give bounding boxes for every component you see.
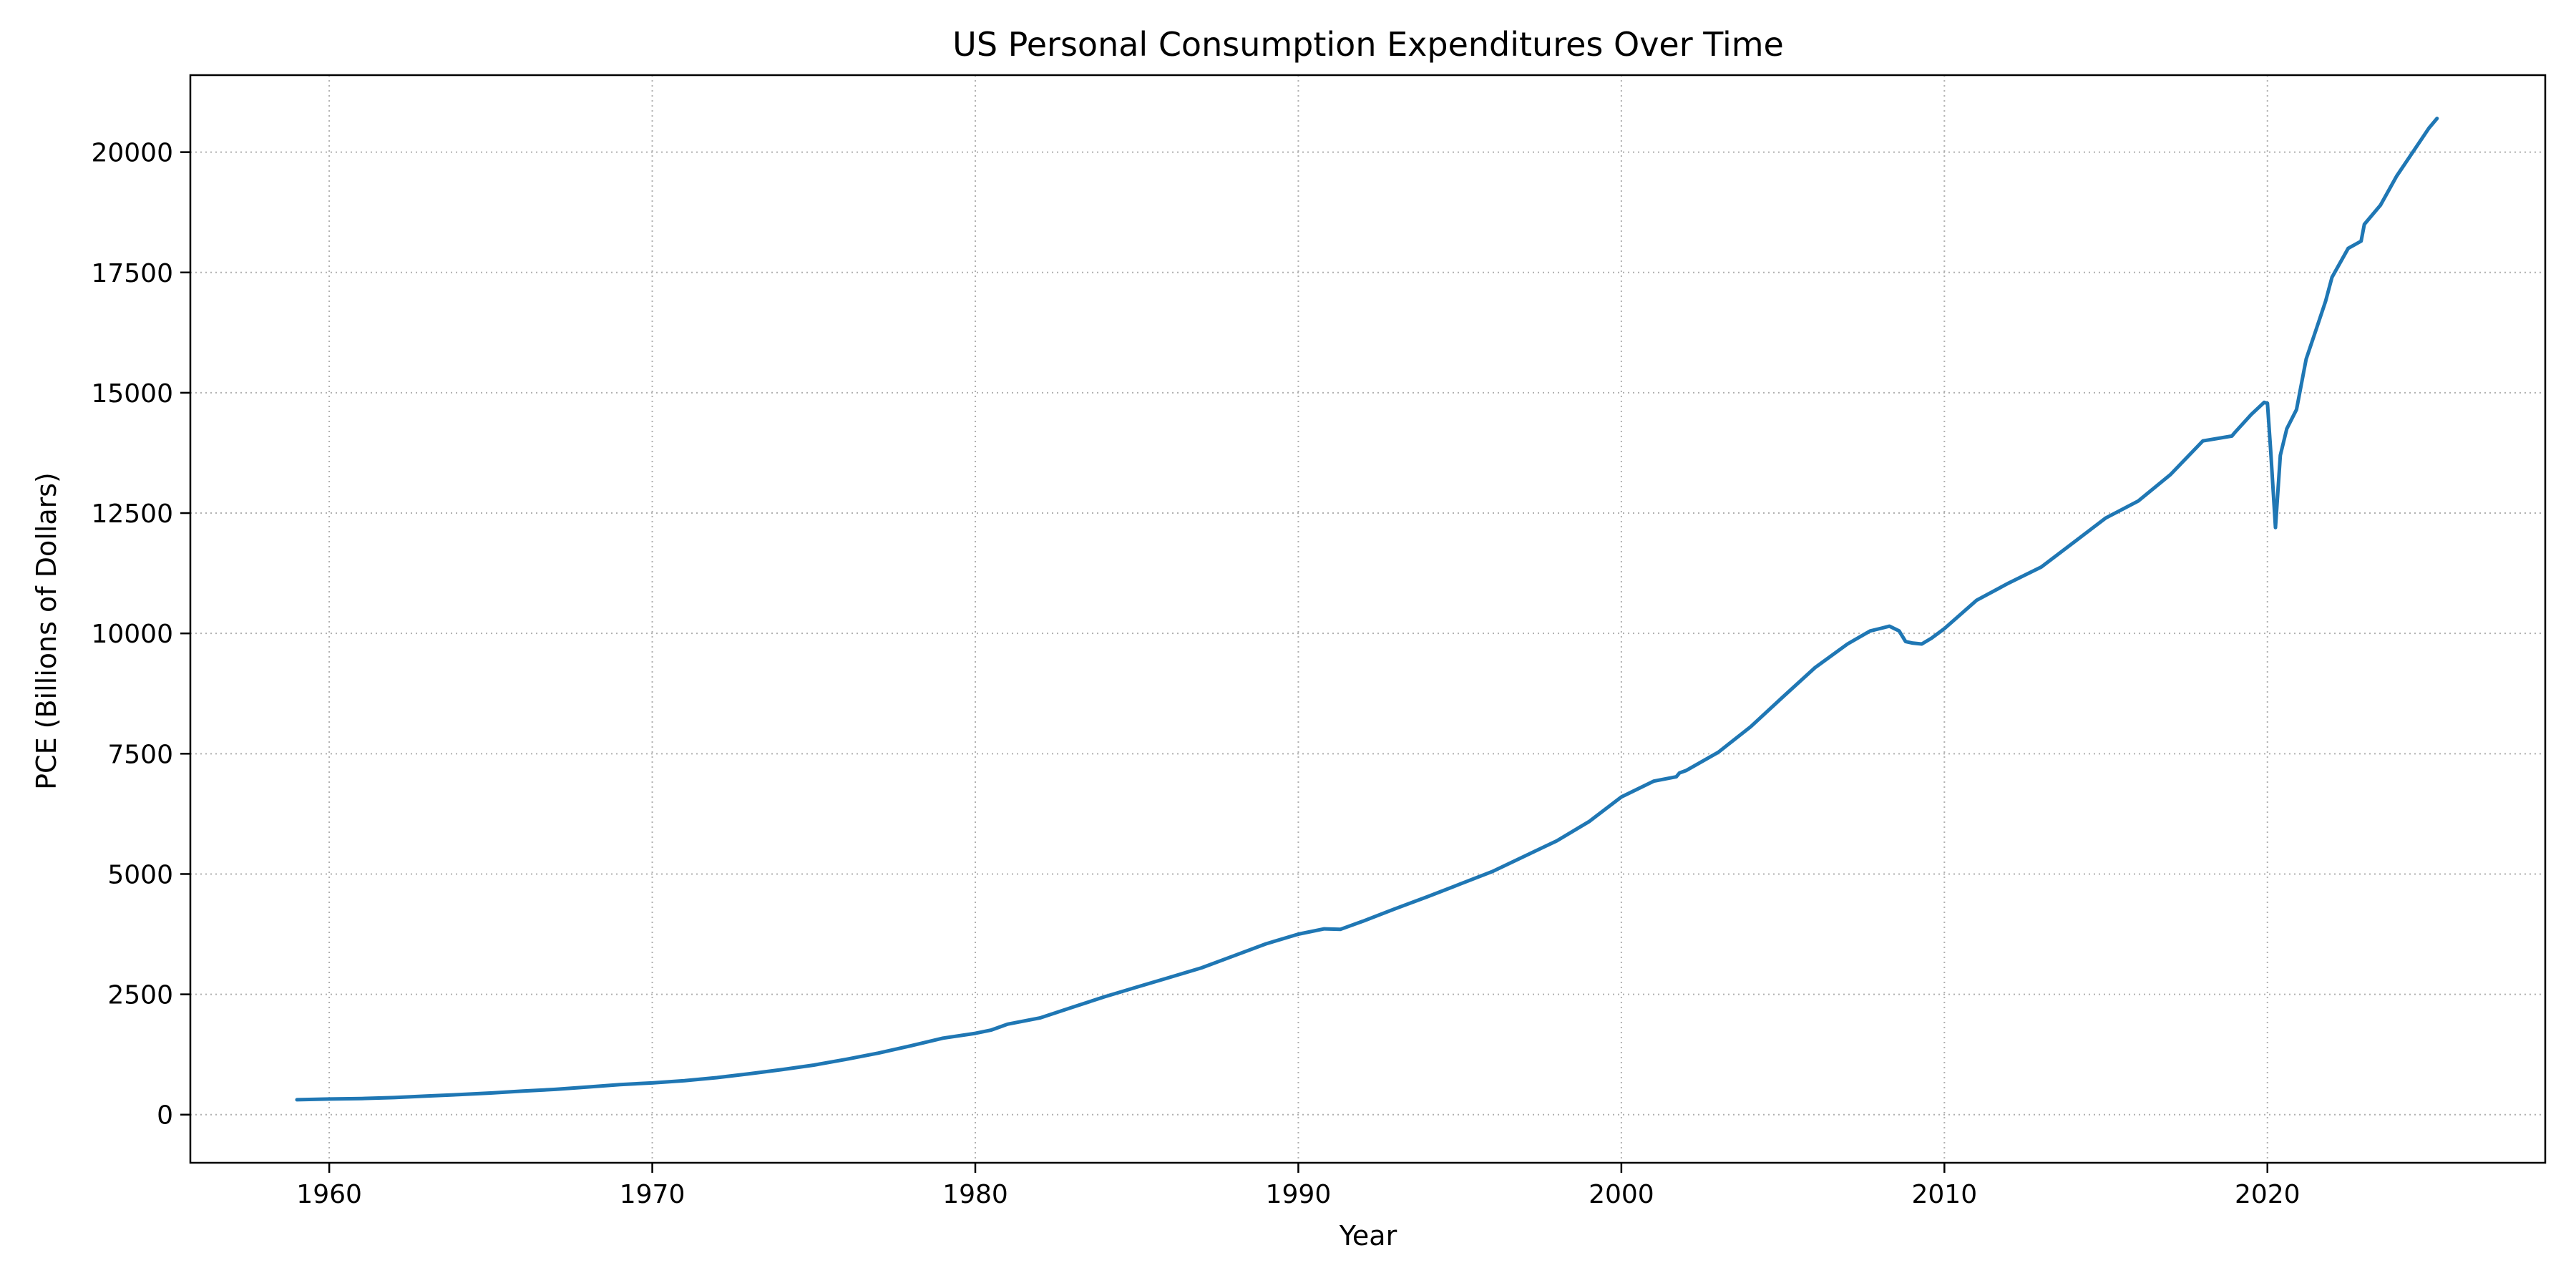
y-tick-label: 2500	[107, 981, 173, 1010]
y-tick-label: 20000	[91, 139, 173, 168]
y-tick-label: 0	[157, 1101, 173, 1131]
grid-lines	[190, 75, 2545, 1163]
y-tick-label: 7500	[107, 740, 173, 769]
x-tick-label: 1960	[296, 1180, 362, 1209]
y-axis-ticks: 0 2500 5000 7500 10000 12500 15000 17500 20000	[91, 139, 190, 1131]
x-tick-label: 2020	[2235, 1180, 2301, 1209]
y-tick-label: 10000	[91, 620, 173, 649]
y-axis-label: PCE (Billions of Dollars)	[31, 472, 62, 790]
x-tick-label: 1970	[620, 1180, 686, 1209]
y-tick-label: 5000	[107, 860, 173, 889]
x-tick-label: 1990	[1266, 1180, 1332, 1209]
x-tick-label: 1980	[942, 1180, 1008, 1209]
x-tick-label: 2000	[1589, 1180, 1654, 1209]
x-tick-label: 2010	[1912, 1180, 1978, 1209]
plot-area-frame	[189, 74, 2547, 1164]
x-axis-label: Year	[1339, 1220, 1397, 1252]
series-line-pce	[295, 117, 2439, 1102]
chart-title: US Personal Consumption Expenditures Ove…	[952, 25, 1784, 64]
x-axis-ticks: 1960 1970 1980 1990 2000 2010 2020	[296, 1163, 2301, 1209]
series-layer	[295, 117, 2439, 1102]
y-tick-label: 17500	[91, 259, 173, 288]
y-tick-label: 15000	[91, 379, 173, 409]
y-tick-label: 12500	[91, 499, 173, 529]
